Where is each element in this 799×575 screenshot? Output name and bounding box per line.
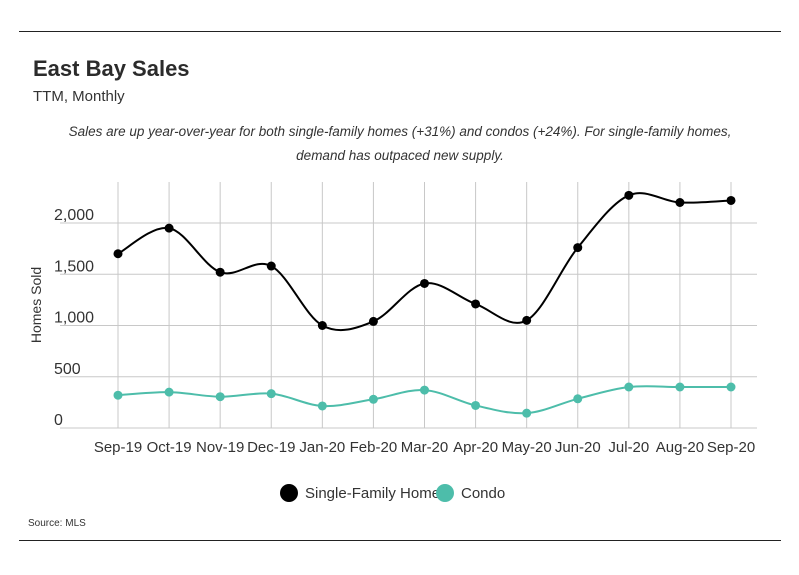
x-tick-label: Jul-20 [608,439,649,456]
data-point-single-family-home [573,243,583,253]
data-point-single-family-home [164,223,174,233]
data-point-single-family-home [266,261,276,271]
y-tick-label: 2,000 [54,207,94,224]
x-tick-label: Sep-19 [94,439,142,456]
y-tick-label: 0 [54,412,63,429]
chart-series [113,190,736,418]
data-point-single-family-home [368,316,378,326]
data-point-single-family-home [317,321,327,330]
chart-legend: Single-Family Home Condo [280,484,505,502]
legend-marker-single-family-home [280,484,298,502]
data-point-single-family-home [471,299,481,309]
data-point-single-family-home [522,315,532,325]
x-tick-label: Oct-19 [147,439,192,456]
x-tick-label: Mar-20 [401,439,449,456]
data-point-condo [113,390,123,400]
y-tick-label: 500 [54,361,81,378]
data-point-condo [317,401,327,411]
y-axis-label: Homes Sold [28,267,44,343]
data-point-single-family-home [675,198,685,207]
x-axis-ticks: Sep-19 Oct-19 Nov-19 Dec-19 Jan-20 Feb-20 Mar-… [94,439,755,456]
data-point-single-family-home [624,190,634,200]
data-point-single-family-home [215,267,225,277]
x-tick-label: Nov-19 [196,439,244,456]
data-point-condo [624,382,634,392]
data-point-condo [675,382,685,392]
chart-subtitle: TTM, Monthly [33,88,125,105]
x-tick-label: Feb-20 [350,439,398,456]
data-point-condo [368,394,378,404]
data-point-condo [266,389,276,399]
data-point-condo [573,394,583,404]
chart-annotation: Sales are up year-over-year for both sin… [68,124,732,163]
x-tick-label: Jan-20 [299,439,345,456]
y-tick-label: 1,500 [54,258,94,275]
data-point-condo [164,387,174,397]
data-point-single-family-home [726,195,736,205]
data-point-condo [471,400,481,410]
x-tick-label: Dec-19 [247,439,295,456]
chart-grid [60,182,757,429]
series-single-family-home [113,190,736,332]
x-tick-label: Aug-20 [656,439,704,456]
data-point-single-family-home [420,278,429,288]
source-note: Source: MLS [28,518,86,529]
x-tick-label: May-20 [502,439,552,456]
data-point-condo [522,408,532,418]
x-tick-label: Apr-20 [453,439,498,456]
data-point-condo [215,392,225,402]
chart-title: East Bay Sales [33,56,190,81]
x-tick-label: Jun-20 [555,439,601,456]
bottom-rule [19,540,781,541]
x-tick-label: Sep-20 [707,439,755,456]
legend-label-condo: Condo [461,485,505,502]
series-condo [113,382,736,418]
y-axis-ticks: 0 500 1,000 1,500 2,000 [54,207,94,429]
top-rule [19,31,781,32]
y-tick-label: 1,000 [54,310,94,327]
data-point-single-family-home [113,249,123,259]
data-point-condo [420,385,429,395]
legend-label-single-family-home: Single-Family Home [305,485,440,502]
legend-marker-condo [436,484,454,502]
data-point-condo [726,382,736,392]
